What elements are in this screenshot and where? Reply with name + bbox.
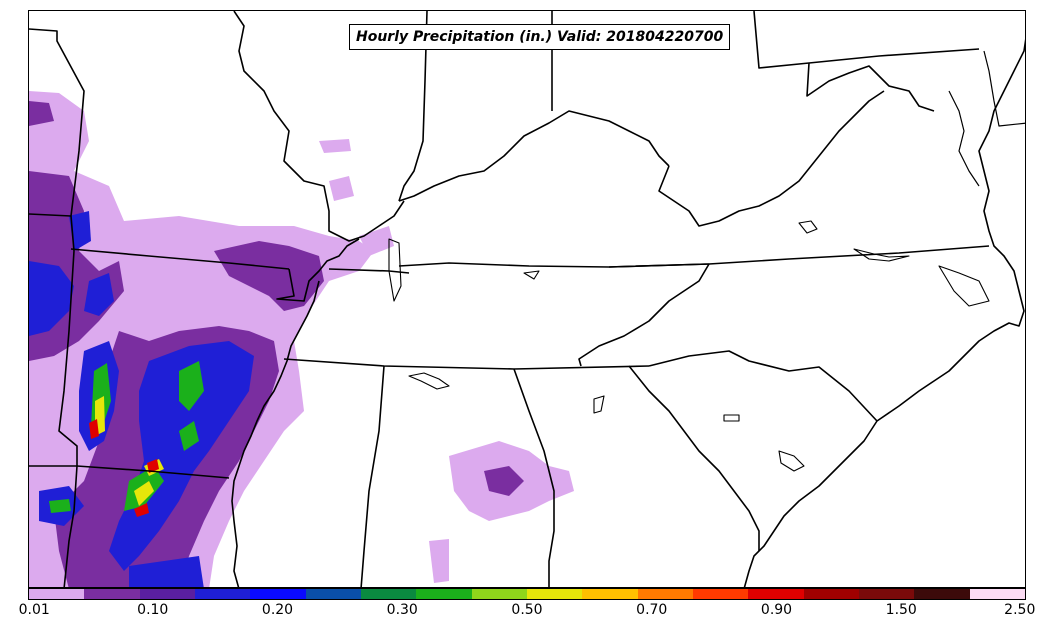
colorbar-tick-label: 0.10 — [137, 602, 169, 618]
lake-outline — [523, 270, 540, 280]
state-border-line — [578, 263, 710, 367]
colorbar-segment — [692, 589, 749, 599]
colorbar-segment — [748, 589, 804, 599]
lake-outline — [408, 372, 450, 390]
lake-outline — [593, 395, 605, 414]
lake-outline — [938, 265, 990, 307]
lake-outline — [723, 414, 740, 422]
colorbar-segment — [969, 589, 1025, 599]
colorbar-tick-labels: 0.01 0.10 0.20 0.30 0.50 0.70 0.90 1.50 2.50 — [0, 600, 1054, 633]
colorbar-tick-label: 0.30 — [386, 602, 418, 618]
precip-red-area — [147, 459, 159, 473]
state-border-line — [360, 365, 385, 587]
colorbar-segment — [360, 589, 417, 599]
colorbar-segment — [526, 589, 583, 599]
colorbar-tick-label: 2.50 — [1004, 602, 1036, 618]
state-border-line — [76, 465, 230, 479]
precip-red-area — [89, 419, 99, 439]
colorbar-segment — [582, 589, 638, 599]
state-border-line — [70, 248, 290, 270]
colorbar-tick-label: 0.50 — [511, 602, 543, 618]
precip-blue-area — [129, 556, 204, 587]
map-panel: Hourly Precipitation (in.) Valid: 201804… — [28, 10, 1026, 588]
precipitation-map — [29, 11, 1025, 587]
precip-mid-area — [29, 101, 54, 126]
state-borders — [29, 11, 1025, 587]
colorbar-segment — [914, 589, 970, 599]
precip-blue-area — [69, 211, 91, 251]
colorbar-tick-label: 0.90 — [760, 602, 793, 618]
colorbar-tick-label: 1.50 — [885, 602, 917, 618]
precip-green-area — [179, 421, 199, 451]
lake-outline — [778, 450, 805, 472]
state-border-line — [608, 245, 990, 268]
state-border-line — [658, 90, 885, 227]
coastline — [983, 50, 1025, 127]
lake-outline — [798, 220, 818, 234]
colorbar-segment — [471, 589, 527, 599]
precip-light-area — [429, 539, 449, 583]
state-border-line — [513, 368, 555, 587]
state-border-line — [283, 358, 650, 370]
precip-blue-area — [84, 273, 114, 316]
state-border-line — [628, 365, 760, 551]
colorbar-tick-label: 0.70 — [636, 602, 668, 618]
colorbar-tick-label: 0.01 — [18, 602, 50, 618]
precip-blue-area — [29, 261, 74, 336]
precip-light-area — [329, 176, 354, 201]
lake-outline — [388, 238, 402, 302]
state-border-line — [398, 110, 670, 202]
precip-mid-area — [484, 466, 524, 496]
precip-green-area — [49, 499, 71, 513]
precip-light-area — [319, 139, 351, 153]
state-border-line — [806, 62, 935, 112]
lake-outline — [853, 248, 910, 262]
precip-mid-area — [214, 241, 324, 311]
coastline — [948, 90, 980, 187]
colorbar-segment — [84, 589, 140, 599]
precipitation-field — [29, 91, 574, 587]
state-border-line — [276, 238, 360, 302]
colorbar-segment — [637, 589, 693, 599]
state-border-line — [648, 350, 878, 422]
state-border-line — [398, 11, 428, 202]
state-border-line — [753, 11, 980, 69]
state-border-line — [29, 215, 78, 467]
precip-red-area — [134, 503, 149, 517]
state-border-line — [63, 465, 78, 587]
colorbar-segment — [194, 589, 251, 599]
colorbar-segment — [139, 589, 195, 599]
coastline — [743, 420, 878, 587]
state-border-line — [231, 280, 320, 587]
map-title: Hourly Precipitation (in.) Valid: 201804… — [349, 24, 731, 50]
colorbar-tick-label: 0.20 — [261, 602, 294, 618]
state-border-line — [233, 11, 405, 242]
colorbar-segment — [250, 589, 306, 599]
colorbar — [28, 588, 1026, 600]
colorbar-segment — [305, 589, 361, 599]
precip-green-area — [179, 361, 204, 411]
colorbar-segment — [416, 589, 472, 599]
coastline — [876, 38, 1025, 422]
colorbar-segment — [29, 589, 85, 599]
precip-yellow-area — [134, 481, 154, 506]
colorbar-segment — [858, 589, 915, 599]
colorbar-segment — [803, 589, 859, 599]
